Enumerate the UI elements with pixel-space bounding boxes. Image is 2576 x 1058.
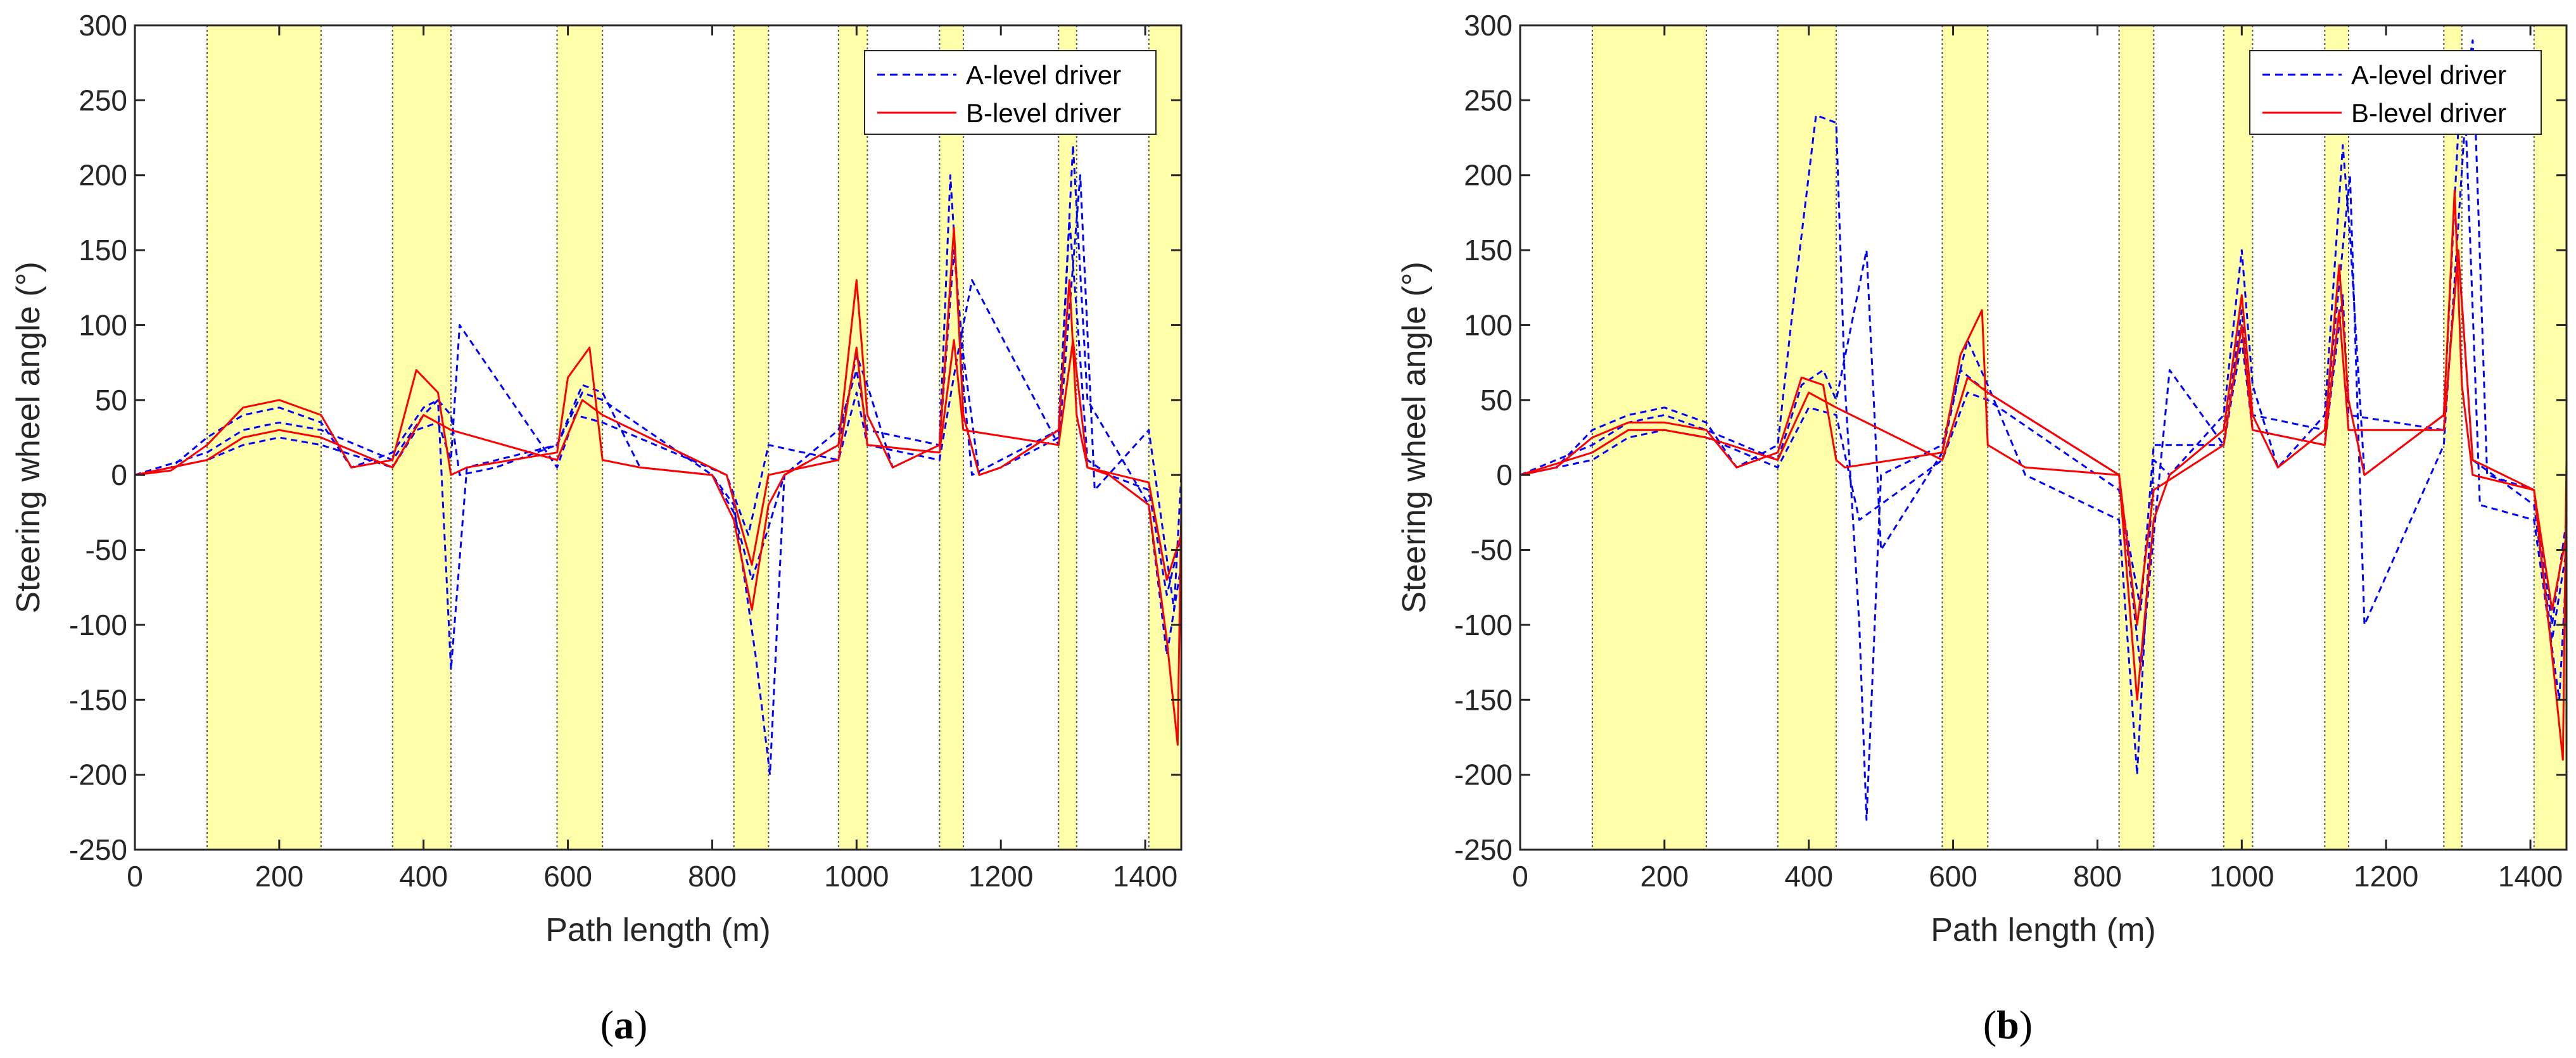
x-axis-label-b: Path length (m) (1931, 912, 2156, 948)
x-tick-label-a-3: 600 (543, 860, 592, 893)
y-tick-label-b-9: 200 (1464, 159, 1513, 192)
legend-box-b (2249, 50, 2542, 135)
y-tick-label-a-8: 150 (79, 234, 127, 267)
x-tick-label-a-2: 400 (399, 860, 448, 893)
series-lines-a (134, 144, 1183, 776)
legend-entry-b-level-a: B-level driver (966, 98, 1121, 128)
panel-b: 0 200 400 600 800 1000 1200 1400-250-200-150-10… (1396, 9, 2568, 1047)
y-tick-label-a-4: -50 (86, 534, 127, 567)
x-axis-label-a: Path length (m) (545, 912, 771, 948)
shaded-region-b-3 (2119, 25, 2154, 850)
x-tick-label-b-5: 1000 (2209, 860, 2274, 893)
shaded-region-a-2 (557, 25, 603, 850)
legend-box-a (864, 50, 1157, 135)
legend-entry-b-level-b: B-level driver (2351, 98, 2506, 128)
x-tick-label-b-0: 0 (1512, 860, 1528, 893)
y-tick-label-b-4: -50 (1471, 534, 1513, 567)
x-tick-label-a-5: 1000 (824, 860, 889, 893)
shaded-region-b-6 (2444, 25, 2462, 850)
shaded-region-a-0 (206, 25, 321, 850)
legend-b: A-level driver B-level driver (2249, 50, 2542, 135)
y-axis-label-a: Steering wheel angle (°) (10, 261, 47, 614)
shaded-region-b-7 (2534, 25, 2566, 850)
y-tick-label-a-7: 100 (79, 308, 127, 341)
x-tick-label-a-7: 1400 (1113, 860, 1177, 893)
panel-a: 0 200 400 600 800 1000 1200 1400-250-200-150-10… (10, 9, 1183, 1047)
x-tick-label-a-0: 0 (127, 860, 143, 893)
legend-a: A-level driver B-level driver (864, 50, 1157, 135)
series-line-b-4 (1520, 249, 2568, 626)
y-tick-label-a-5: 0 (111, 458, 127, 491)
shaded-region-a-4 (838, 25, 868, 850)
y-tick-label-b-7: 100 (1464, 308, 1513, 341)
legend-entry-a-level-b: A-level driver (2351, 60, 2506, 90)
series-line-a-2 (134, 174, 1183, 611)
shaded-regions-b (1591, 25, 2566, 850)
series-line-a-4 (134, 339, 1183, 581)
y-tick-label-b-10: 250 (1464, 84, 1513, 117)
x-tick-label-b-6: 1200 (2354, 860, 2418, 893)
y-tick-label-a-11: 300 (79, 9, 127, 42)
shaded-region-a-3 (733, 25, 769, 850)
y-tick-label-a-3: -100 (69, 608, 127, 641)
x-tick-label-a-1: 200 (255, 860, 303, 893)
y-tick-label-a-6: 50 (95, 384, 127, 417)
series-lines-b (1520, 39, 2568, 821)
ticks-a: 0 200 400 600 800 1000 1200 1400-250-200-150-10… (69, 9, 1181, 893)
plot-frame-b (1519, 24, 2568, 851)
x-tick-label-b-4: 800 (2073, 860, 2122, 893)
y-tick-label-a-1: -200 (69, 759, 127, 791)
y-tick-label-b-6: 50 (1480, 384, 1513, 417)
y-tick-label-b-0: -250 (1454, 833, 1513, 866)
panel-label-a: (a) (600, 1002, 648, 1047)
shaded-region-b-4 (2223, 25, 2253, 850)
x-tick-label-b-1: 200 (1640, 860, 1689, 893)
shaded-region-b-5 (2325, 25, 2349, 850)
y-tick-label-b-3: -100 (1454, 608, 1513, 641)
shaded-region-a-7 (1148, 25, 1181, 850)
x-tick-label-a-4: 800 (688, 860, 737, 893)
shaded-regions-a (206, 25, 1181, 850)
x-tick-label-a-6: 1200 (968, 860, 1033, 893)
y-tick-label-a-9: 200 (79, 159, 127, 192)
x-tick-label-b-7: 1400 (2498, 860, 2563, 893)
panel-label-letter-b: b (1996, 1002, 2019, 1047)
x-tick-label-b-3: 600 (1929, 860, 1977, 893)
y-tick-label-b-11: 300 (1464, 9, 1513, 42)
ticks-b: 0 200 400 600 800 1000 1200 1400-250-200-150-10… (1454, 9, 2566, 893)
x-tick-label-b-2: 400 (1784, 860, 1833, 893)
shaded-region-b-0 (1592, 25, 1706, 850)
y-tick-label-a-2: -150 (69, 683, 127, 716)
y-tick-label-b-8: 150 (1464, 234, 1513, 267)
y-axis-label-b: Steering wheel angle (°) (1396, 261, 1433, 614)
series-line-b-3 (1520, 189, 2568, 761)
y-tick-label-b-5: 0 (1496, 458, 1513, 491)
series-line-b-2 (1520, 249, 2568, 641)
y-tick-label-b-2: -150 (1454, 683, 1513, 716)
y-tick-label-a-0: -250 (69, 833, 127, 866)
panel-label-letter-a: a (614, 1002, 634, 1047)
series-line-b-0 (1520, 39, 2568, 821)
legend-entry-a-level-a: A-level driver (966, 60, 1121, 90)
y-tick-label-a-10: 250 (79, 84, 127, 117)
y-tick-label-b-1: -200 (1454, 759, 1513, 791)
shaded-region-b-1 (1777, 25, 1837, 850)
plot-frame-a (134, 24, 1183, 851)
panel-label-b: (b) (1983, 1002, 2033, 1047)
